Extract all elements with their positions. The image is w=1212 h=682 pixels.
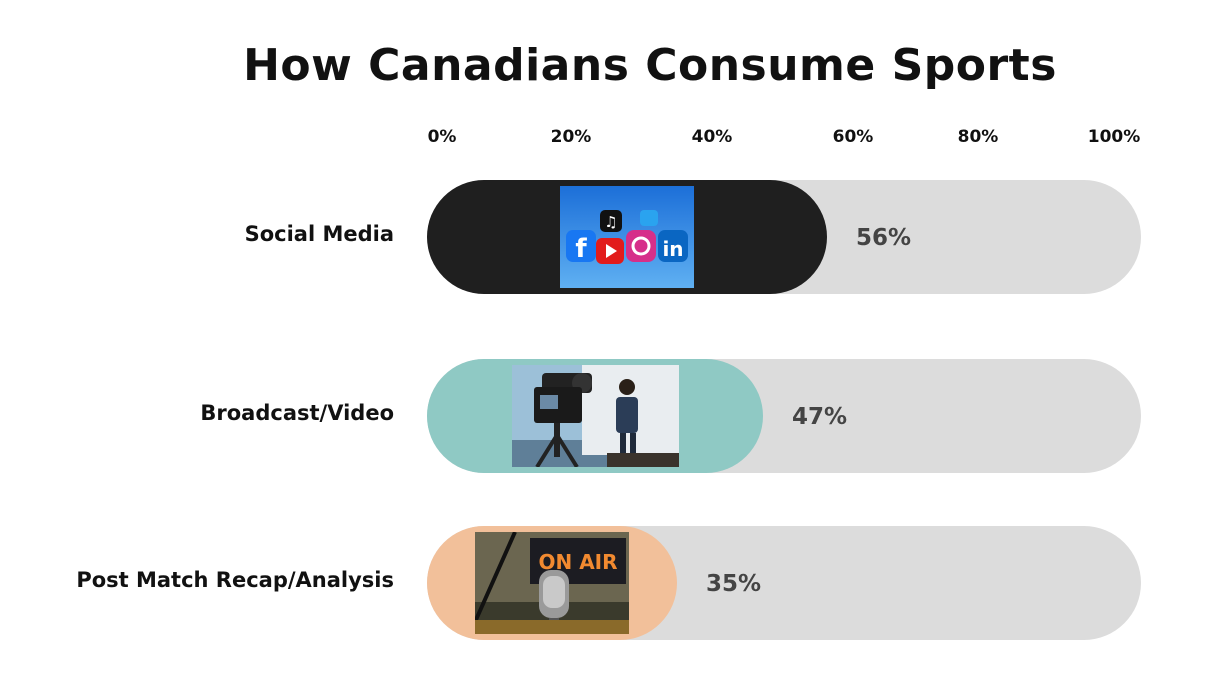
bar: ♫ f in (427, 180, 827, 294)
x-tick-label: 60% (832, 127, 874, 147)
svg-text:f: f (575, 234, 587, 264)
svg-text:♫: ♫ (604, 213, 617, 231)
bar: ON AIR (427, 526, 677, 640)
bar-track: 47% (427, 359, 1141, 473)
bar-track: ♫ f in 56% (427, 180, 1141, 294)
x-tick-label: 100% (1087, 127, 1141, 147)
bar (427, 359, 763, 473)
social-media-logos-photo: ♫ f in (560, 186, 694, 288)
on-air-microphone-photo: ON AIR (475, 532, 629, 634)
category-label: Social Media (244, 222, 394, 246)
category-label: Broadcast/Video (200, 401, 394, 425)
x-tick-label: 80% (957, 127, 999, 147)
category-label: Post Match Recap/Analysis (76, 568, 394, 592)
x-tick-label: 40% (691, 127, 733, 147)
value-label: 56% (856, 225, 912, 251)
value-label: 47% (792, 404, 848, 430)
x-tick-label: 0% (427, 127, 457, 147)
svg-text:in: in (662, 237, 683, 261)
bar-track: ON AIR 35% (427, 526, 1141, 640)
x-tick-label: 20% (550, 127, 592, 147)
chart-title: How Canadians Consume Sports (243, 40, 1057, 91)
value-label: 35% (706, 571, 762, 597)
video-camera-presenter-photo (512, 365, 679, 467)
